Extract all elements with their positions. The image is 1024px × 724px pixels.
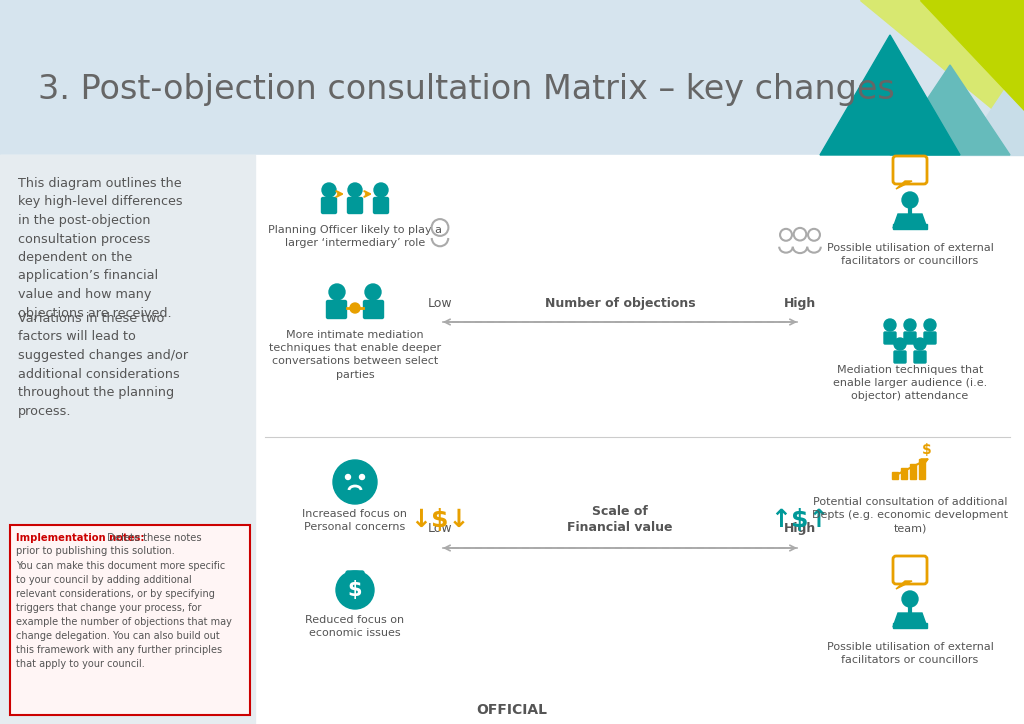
Text: Low: Low <box>428 522 453 535</box>
Circle shape <box>348 183 362 197</box>
FancyBboxPatch shape <box>894 351 906 363</box>
Circle shape <box>902 591 918 607</box>
FancyBboxPatch shape <box>914 351 926 363</box>
Circle shape <box>924 319 936 331</box>
Text: Low: Low <box>428 297 453 310</box>
Text: You can make this document more specific
to your council by adding additional
re: You can make this document more specific… <box>16 561 231 669</box>
FancyBboxPatch shape <box>322 198 337 214</box>
Bar <box>919 459 925 479</box>
Circle shape <box>374 183 388 197</box>
Text: Scale of
Financial value: Scale of Financial value <box>567 505 673 534</box>
Bar <box>0 155 255 724</box>
Bar <box>0 155 1024 724</box>
Text: Variations in these two
factors will lead to
suggested changes and/or
additional: Variations in these two factors will lea… <box>18 312 188 418</box>
Text: 3. Post-objection consultation Matrix – key changes: 3. Post-objection consultation Matrix – … <box>38 74 895 106</box>
FancyBboxPatch shape <box>364 300 384 319</box>
Polygon shape <box>890 65 1010 155</box>
Circle shape <box>336 571 374 609</box>
Text: High: High <box>784 297 816 310</box>
Circle shape <box>902 192 918 208</box>
Circle shape <box>350 303 360 313</box>
Text: Planning Officer likely to play a
larger ‘intermediary’ role: Planning Officer likely to play a larger… <box>268 225 442 248</box>
FancyBboxPatch shape <box>374 198 388 214</box>
Bar <box>0 0 1024 155</box>
Text: prior to publishing this solution.: prior to publishing this solution. <box>16 546 175 556</box>
Bar <box>893 623 927 628</box>
Text: Reduced focus on
economic issues: Reduced focus on economic issues <box>305 615 404 638</box>
Bar <box>892 472 898 479</box>
Text: High: High <box>784 522 816 535</box>
Circle shape <box>345 474 350 479</box>
Circle shape <box>329 284 345 300</box>
Polygon shape <box>920 0 1024 110</box>
FancyBboxPatch shape <box>347 198 362 214</box>
Text: ↓$↓: ↓$↓ <box>411 508 470 532</box>
Text: More intimate mediation
techniques that enable deeper
conversations between sele: More intimate mediation techniques that … <box>269 330 441 379</box>
FancyBboxPatch shape <box>10 525 250 715</box>
FancyBboxPatch shape <box>904 332 916 344</box>
Text: Increased focus on
Personal concerns: Increased focus on Personal concerns <box>302 509 408 532</box>
Text: Possible utilisation of external
facilitators or councillors: Possible utilisation of external facilit… <box>826 642 993 665</box>
Circle shape <box>904 319 916 331</box>
Text: Delete these notes: Delete these notes <box>104 533 202 543</box>
Polygon shape <box>820 35 961 155</box>
FancyBboxPatch shape <box>327 300 346 319</box>
Text: $: $ <box>923 443 932 457</box>
Text: OFFICIAL: OFFICIAL <box>476 703 548 717</box>
Text: Potential consultation of additional
Depts (e.g. economic development
team): Potential consultation of additional Dep… <box>812 497 1008 534</box>
Circle shape <box>894 338 906 350</box>
Bar <box>901 468 907 479</box>
Polygon shape <box>860 0 1024 135</box>
Circle shape <box>333 460 377 504</box>
Circle shape <box>322 183 336 197</box>
Polygon shape <box>896 581 912 589</box>
Circle shape <box>365 284 381 300</box>
Bar <box>910 464 916 479</box>
Polygon shape <box>893 214 927 228</box>
Polygon shape <box>893 613 927 627</box>
Text: Implementation notes:: Implementation notes: <box>16 533 144 543</box>
Text: This diagram outlines the
key high-level differences
in the post-objection
consu: This diagram outlines the key high-level… <box>18 177 182 319</box>
Polygon shape <box>896 181 912 189</box>
Text: Number of objections: Number of objections <box>545 297 695 310</box>
FancyBboxPatch shape <box>346 571 364 589</box>
Circle shape <box>359 474 365 479</box>
Bar <box>893 224 927 229</box>
Text: Possible utilisation of external
facilitators or councillors: Possible utilisation of external facilit… <box>826 243 993 266</box>
Text: $: $ <box>348 580 362 600</box>
Text: ↑$↑: ↑$↑ <box>770 508 829 532</box>
FancyBboxPatch shape <box>884 332 896 344</box>
Polygon shape <box>961 60 1024 155</box>
Text: Mediation techniques that
enable larger audience (i.e.
objector) attendance: Mediation techniques that enable larger … <box>833 365 987 401</box>
FancyBboxPatch shape <box>924 332 936 344</box>
Circle shape <box>914 338 926 350</box>
Circle shape <box>884 319 896 331</box>
